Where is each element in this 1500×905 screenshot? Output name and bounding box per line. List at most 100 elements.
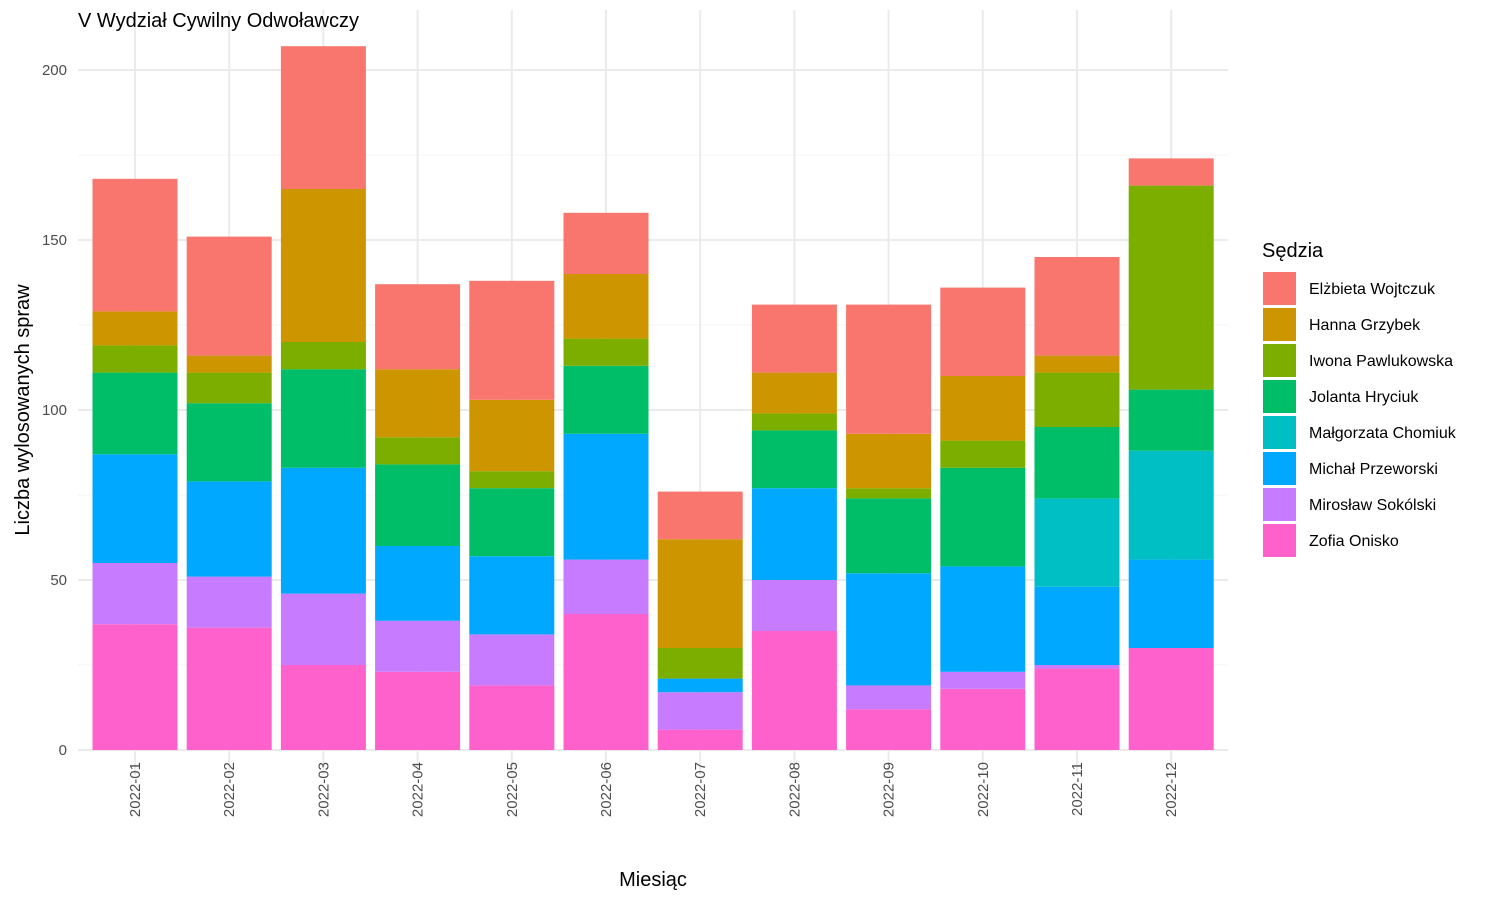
x-tick-label: 2022-10 (975, 762, 992, 817)
bar-segment (657, 678, 743, 693)
bar-segment (751, 304, 837, 373)
bars (92, 46, 1214, 750)
bar-segment (469, 634, 555, 686)
bar-segment (92, 178, 178, 312)
bar-segment (751, 413, 837, 431)
x-tick-label: 2022-04 (410, 762, 427, 817)
bar-segment (92, 372, 178, 455)
legend-label: Mirosław Sokólski (1309, 497, 1436, 514)
bar-segment (1034, 498, 1120, 587)
bar-segment (469, 280, 555, 400)
bar-segment (1034, 665, 1120, 669)
legend-swatch (1263, 524, 1296, 557)
x-tick-label: 2022-02 (221, 762, 238, 817)
bar-segment (186, 403, 272, 482)
bar-segment (846, 304, 932, 434)
bar-segment (846, 433, 932, 489)
bar-segment (1128, 559, 1214, 648)
legend-swatch (1263, 488, 1296, 521)
bar-segment (563, 338, 649, 366)
legend-swatch (1263, 308, 1296, 341)
legend-swatch (1263, 380, 1296, 413)
bar-segment (1128, 648, 1214, 750)
x-tick-label: 2022-09 (881, 762, 898, 817)
bar-segment (375, 464, 461, 546)
legend-title: Sędzia (1262, 240, 1324, 262)
bar-segment (563, 212, 649, 274)
legend-label: Elżbieta Wojtczuk (1309, 281, 1436, 298)
bar-segment (1128, 185, 1214, 390)
bar-segment (657, 539, 743, 648)
bar-segment (940, 467, 1026, 567)
bar-segment (1034, 668, 1120, 750)
bar-segment (375, 546, 461, 621)
bar-segment (280, 593, 366, 665)
bar-segment (186, 576, 272, 628)
bar-segment (563, 559, 649, 614)
chart-title: V Wydział Cywilny Odwoławczy (78, 10, 359, 32)
bar-segment (469, 471, 555, 489)
bar-segment (846, 498, 932, 574)
bar-segment (92, 624, 178, 750)
bar-segment (1128, 450, 1214, 560)
bar-segment (280, 189, 366, 342)
bar-segment (751, 488, 837, 580)
legend-label: Małgorzata Chomiuk (1309, 425, 1457, 442)
bar-segment (1034, 257, 1120, 356)
bar-segment (92, 563, 178, 625)
bar-segment (657, 491, 743, 540)
x-tick-label: 2022-11 (1069, 762, 1086, 816)
bar-segment (563, 614, 649, 750)
bar-segment (92, 345, 178, 373)
bar-segment (751, 631, 837, 750)
legend-label: Zofia Onisko (1309, 533, 1399, 550)
bar-segment (280, 369, 366, 468)
bar-segment (940, 376, 1026, 441)
bar-segment (940, 671, 1026, 689)
bar-segment (751, 430, 837, 489)
y-tick-label: 200 (42, 62, 67, 79)
y-tick-label: 0 (59, 742, 67, 759)
bar-segment (1034, 586, 1120, 665)
legend-swatch (1263, 452, 1296, 485)
x-tick-label: 2022-06 (598, 762, 615, 817)
bar-segment (657, 648, 743, 679)
legend-swatch (1263, 416, 1296, 449)
bar-segment (657, 692, 743, 730)
bar-segment (186, 355, 272, 373)
bar-segment (1034, 372, 1120, 427)
x-tick-label: 2022-12 (1163, 762, 1180, 817)
bar-segment (186, 372, 272, 404)
x-tick-label: 2022-08 (786, 762, 803, 817)
bar-segment (940, 688, 1026, 750)
x-tick-label: 2022-07 (692, 762, 709, 817)
x-tick-label: 2022-01 (127, 762, 144, 817)
bar-segment (846, 573, 932, 686)
bar-segment (563, 365, 649, 434)
x-tick-label: 2022-05 (504, 762, 521, 817)
legend-label: Hanna Grzybek (1309, 317, 1421, 334)
y-axis-title: Liczba wylosowanych spraw (12, 284, 34, 536)
bar-segment (375, 437, 461, 465)
bar-segment (280, 46, 366, 190)
legend-label: Iwona Pawlukowska (1309, 353, 1453, 370)
bar-segment (92, 311, 178, 346)
bar-segment (280, 342, 366, 370)
y-tick-label: 100 (42, 402, 67, 419)
bar-segment (563, 274, 649, 339)
bar-segment (280, 467, 366, 594)
x-axis-title: Miesiąc (619, 869, 687, 891)
bar-segment (375, 620, 461, 672)
y-axis-ticks: 0 50 100 150 200 (42, 62, 67, 759)
bar-segment (751, 372, 837, 414)
bar-segment (186, 627, 272, 750)
bar-segment (469, 556, 555, 635)
bar-segment (940, 566, 1026, 672)
bar-segment (751, 580, 837, 631)
bar-segment (186, 236, 272, 356)
legend-label: Michał Przeworski (1309, 461, 1438, 478)
bar-segment (92, 454, 178, 563)
bar-segment (469, 685, 555, 750)
